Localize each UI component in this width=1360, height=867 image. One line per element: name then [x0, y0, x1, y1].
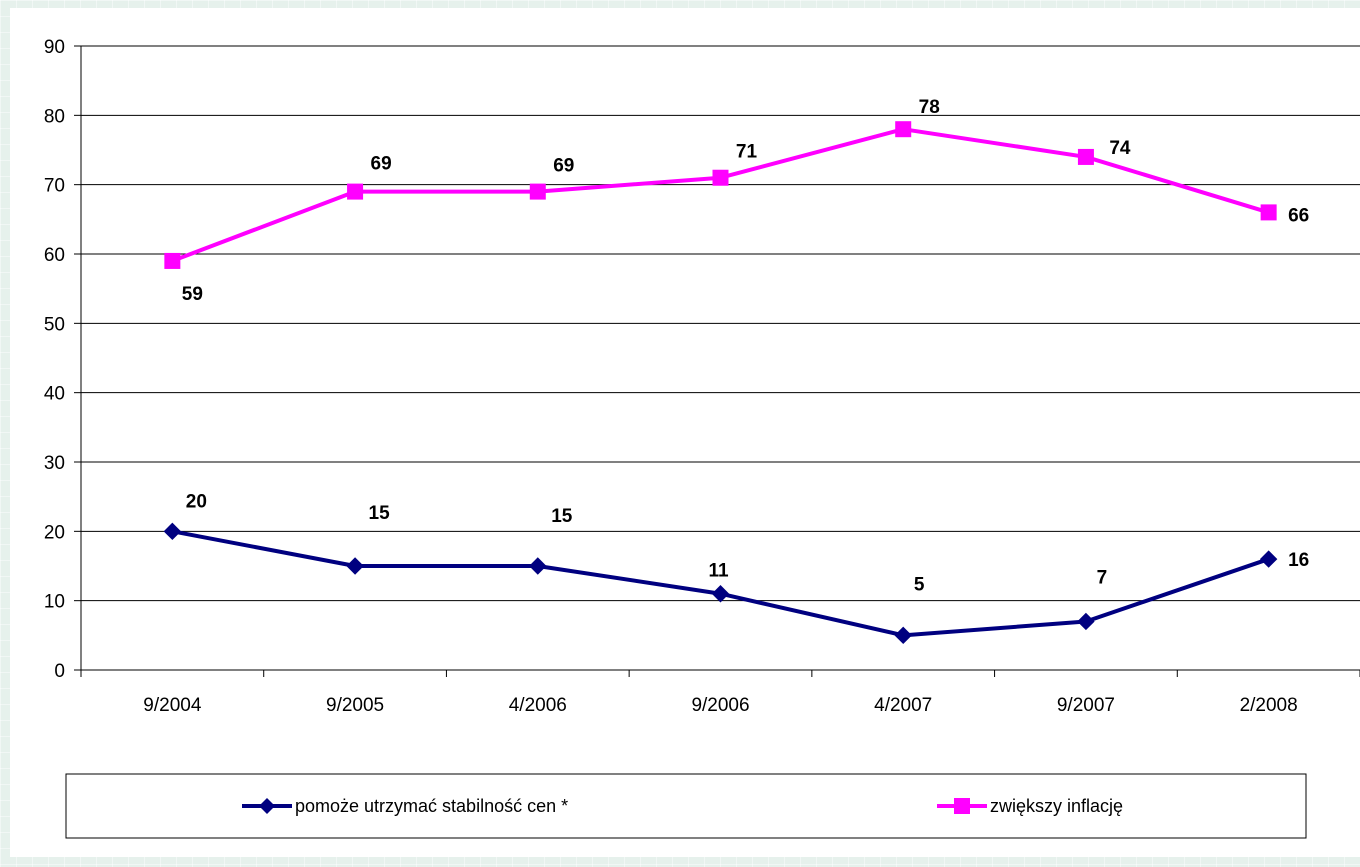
data-label-s0-1: 15 — [369, 503, 391, 524]
x-tick-label-9/2006: 9/2006 — [691, 695, 749, 716]
y-tick-label-10: 10 — [44, 592, 65, 613]
data-label-s1-3: 71 — [736, 142, 758, 163]
data-point-s0-5 — [1077, 612, 1095, 631]
y-tick-label-20: 20 — [44, 522, 65, 543]
data-point-s0-4 — [894, 626, 912, 645]
data-label-s0-3: 11 — [708, 561, 729, 582]
data-label-s0-0: 20 — [186, 491, 207, 512]
x-tick-label-9/2005: 9/2005 — [326, 695, 384, 716]
data-label-s0-2: 15 — [551, 506, 573, 527]
series-line-1 — [171, 127, 1270, 263]
legend-label-0: pomoże utrzymać stabilność cen * — [295, 796, 568, 816]
data-point-s1-4 — [895, 121, 912, 138]
data-label-s1-5: 74 — [1109, 138, 1131, 159]
axes: 0 10 20 30 40 50 60 70 80 90 9/2004 9/2005 4/2006 9/2… — [44, 37, 1360, 716]
legend-marker-1 — [954, 798, 970, 814]
data-point-s0-0 — [163, 522, 182, 541]
series — [163, 121, 1278, 645]
data-label-s1-0: 59 — [182, 284, 203, 305]
data-point-s0-2 — [529, 557, 547, 575]
y-tick-label-90: 90 — [44, 37, 65, 58]
data-point-s0-1 — [346, 557, 364, 575]
data-label-s1-1: 69 — [371, 154, 392, 175]
data-label-s1-6: 66 — [1288, 205, 1309, 226]
data-label-s0-4: 5 — [914, 574, 925, 595]
legend-marker-0 — [259, 798, 275, 814]
y-tick-label-0: 0 — [54, 661, 65, 682]
data-point-s0-6 — [1259, 550, 1278, 568]
y-tick-label-30: 30 — [44, 453, 65, 474]
x-tick-label-9/2007: 9/2007 — [1057, 695, 1115, 716]
data-point-s1-6 — [1260, 204, 1277, 221]
data-labels: 20 15 15 11 5 7 16 59 69 69 71 78 74 66 — [182, 97, 1309, 595]
data-label-s1-2: 69 — [553, 156, 574, 177]
data-label-s1-4: 78 — [919, 97, 940, 118]
x-tick-label-4/2007: 4/2007 — [874, 695, 932, 716]
gridlines — [81, 45, 1360, 602]
y-tick-label-80: 80 — [44, 106, 65, 127]
chart-area: 0 10 20 30 40 50 60 70 80 90 9/2004 9/2005 4/2006 9/2… — [10, 8, 1360, 857]
y-tick-label-40: 40 — [44, 384, 65, 405]
data-point-s1-2 — [529, 183, 546, 200]
data-point-s1-0 — [164, 252, 181, 269]
data-label-s0-5: 7 — [1097, 567, 1108, 588]
legend: pomoże utrzymać stabilność cen * zwiększy… — [65, 773, 1307, 839]
y-tick-label-60: 60 — [44, 245, 65, 266]
data-label-s0-6: 16 — [1288, 550, 1309, 571]
x-tick-label-4/2006: 4/2006 — [509, 695, 567, 716]
x-tick-label-9/2004: 9/2004 — [143, 695, 202, 716]
x-tick-label-2/2008: 2/2008 — [1240, 695, 1298, 716]
y-tick-label-70: 70 — [44, 176, 65, 197]
data-point-s1-5 — [1077, 148, 1094, 165]
legend-label-1: zwiększy inflację — [990, 796, 1123, 816]
data-point-s1-3 — [712, 169, 729, 186]
data-point-s0-3 — [711, 585, 730, 603]
y-tick-label-50: 50 — [44, 314, 65, 335]
line-chart: 0 10 20 30 40 50 60 70 80 90 9/2004 9/2005 4/2006 9/2… — [44, 37, 1360, 839]
data-point-s1-1 — [347, 183, 364, 200]
